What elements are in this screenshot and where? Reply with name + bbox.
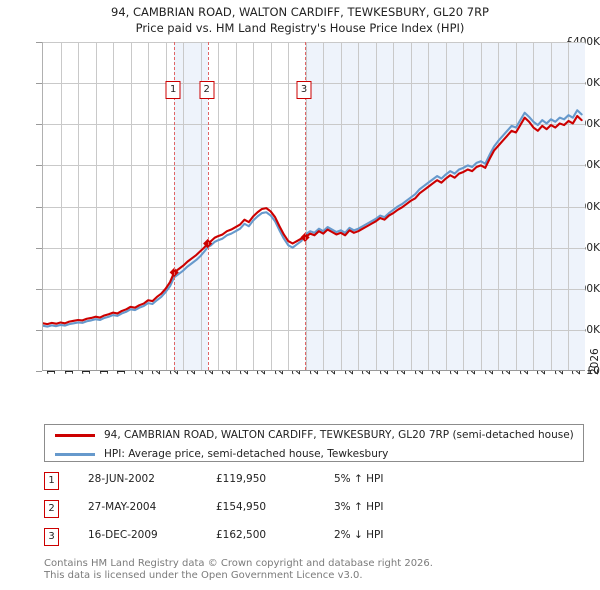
sale-date-1: 28-JUN-2002 [88, 473, 155, 485]
gridline [481, 42, 482, 370]
legend-item-hpi: HPI: Average price, semi-detached house,… [45, 445, 583, 463]
chart-area: £0£50K£100K£150K£200K£250K£300K£350K£400… [36, 36, 600, 377]
gridline [43, 207, 585, 208]
sales-table: 1 28-JUN-2002 £119,950 5% ↑ HPI 2 27-MAY… [44, 470, 589, 554]
gridline [43, 124, 585, 125]
gridline [166, 42, 167, 370]
hpi-average-line [43, 109, 583, 328]
gridline [323, 42, 324, 370]
sale-date-3: 16-DEC-2009 [88, 529, 158, 541]
gridline [43, 248, 585, 249]
footer-line-copyright: Contains HM Land Registry data © Crown c… [44, 558, 433, 569]
gridline [236, 42, 237, 370]
property-price-line [43, 114, 583, 326]
gridline [551, 42, 552, 370]
table-row: 2 27-MAY-2004 £154,950 3% ↑ HPI [44, 498, 589, 526]
legend-item-property: 94, CAMBRIAN ROAD, WALTON CARDIFF, TEWKE… [45, 426, 583, 444]
gridline [78, 42, 79, 370]
legend-label-property: 94, CAMBRIAN ROAD, WALTON CARDIFF, TEWKE… [104, 429, 574, 441]
gridline [148, 42, 149, 370]
footer-line-licence: This data is licensed under the Open Gov… [44, 570, 363, 581]
sale-hpi-delta-3: 2% ↓ HPI [334, 529, 384, 541]
gridline [533, 42, 534, 370]
gridline [288, 42, 289, 370]
gridline [498, 42, 499, 370]
y-axis-tick [36, 207, 42, 208]
legend-swatch-property [55, 433, 95, 437]
table-row: 3 16-DEC-2009 £162,500 2% ↓ HPI [44, 526, 589, 554]
sale-hpi-delta-2: 3% ↑ HPI [334, 501, 384, 513]
table-row: 1 28-JUN-2002 £119,950 5% ↑ HPI [44, 470, 589, 498]
gridline [43, 330, 585, 331]
gridline [96, 42, 97, 370]
sale-marker-line [305, 42, 307, 370]
sale-hpi-delta-1: 5% ↑ HPI [334, 473, 384, 485]
legend-swatch-hpi [55, 452, 95, 456]
legend-label-hpi: HPI: Average price, semi-detached house,… [104, 448, 389, 460]
sale-price-3: £162,500 [216, 529, 267, 541]
y-axis-tick [36, 248, 42, 249]
sale-marker-flag[interactable]: 1 [165, 81, 181, 99]
gridline [446, 42, 447, 370]
y-axis-tick [36, 124, 42, 125]
sale-price-1: £119,950 [216, 473, 267, 485]
shaded-band [305, 42, 585, 370]
plot-region [42, 42, 585, 371]
gridline [358, 42, 359, 370]
gridline [393, 42, 394, 370]
gridline [271, 42, 272, 370]
gridline [61, 42, 62, 370]
gridline [568, 42, 569, 370]
gridline [43, 42, 585, 43]
sale-marker-flag[interactable]: 2 [199, 81, 215, 99]
gridline [183, 42, 184, 370]
sale-price-2: £154,950 [216, 501, 267, 513]
y-axis-tick [36, 165, 42, 166]
y-axis-tick [36, 289, 42, 290]
gridline [43, 289, 585, 290]
y-axis-tick [36, 371, 42, 372]
y-axis-tick [36, 83, 42, 84]
gridline [43, 165, 585, 166]
y-axis-tick-label: £0 [586, 365, 600, 377]
x-axis-tick-label: 2026 [589, 348, 600, 375]
gridline [253, 42, 254, 370]
gridline [201, 42, 202, 370]
gridline [306, 42, 307, 370]
page-subtitle: Price paid vs. HM Land Registry's House … [135, 21, 465, 35]
y-axis-tick [36, 330, 42, 331]
gridline [463, 42, 464, 370]
gridline [341, 42, 342, 370]
sale-index-3: 3 [44, 528, 59, 546]
gridline [411, 42, 412, 370]
sale-index-1: 1 [44, 472, 59, 490]
gridline [131, 42, 132, 370]
page-title: 94, CAMBRIAN ROAD, WALTON CARDIFF, TEWKE… [111, 5, 489, 19]
footer-attribution: Contains HM Land Registry data © Crown c… [44, 558, 584, 582]
sale-index-2: 2 [44, 500, 59, 518]
y-axis-tick [36, 42, 42, 43]
gridline [516, 42, 517, 370]
gridline [43, 83, 585, 84]
sale-marker-line [174, 42, 176, 370]
gridline [113, 42, 114, 370]
sale-marker-flag[interactable]: 3 [296, 81, 312, 99]
chart-legend: 94, CAMBRIAN ROAD, WALTON CARDIFF, TEWKE… [44, 424, 584, 462]
gridline [376, 42, 377, 370]
series-lines [43, 109, 583, 328]
sale-date-2: 27-MAY-2004 [88, 501, 157, 513]
gridline [218, 42, 219, 370]
chart-title-block: 94, CAMBRIAN ROAD, WALTON CARDIFF, TEWKE… [0, 4, 600, 36]
sale-marker-line [207, 42, 209, 370]
gridline [428, 42, 429, 370]
